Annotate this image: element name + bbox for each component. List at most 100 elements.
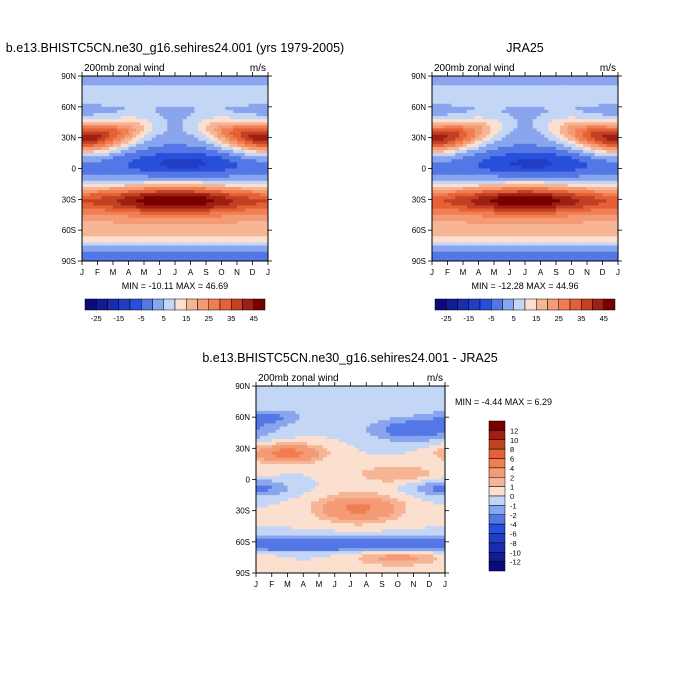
model-field-cell	[248, 103, 253, 108]
model-field-cell	[202, 88, 207, 92]
model-field-cell	[171, 199, 176, 203]
model-field-cell	[209, 205, 215, 209]
obs-field-cell	[544, 122, 549, 126]
model-field-cell	[260, 109, 265, 114]
model-field-cell	[85, 94, 91, 98]
obs-field-cell	[575, 137, 580, 142]
obs-field-cell	[594, 168, 600, 172]
model-field-cell	[124, 236, 129, 240]
obs-field-cell	[474, 165, 479, 169]
model-field-cell	[120, 122, 126, 126]
model-field-cell	[171, 100, 176, 105]
obs-field-cell	[447, 150, 452, 154]
model-field-cell	[225, 143, 230, 148]
model-field-cell	[178, 143, 184, 148]
model-field-cell	[252, 227, 257, 231]
model-field-cell	[198, 180, 203, 185]
obs-field-cell	[490, 100, 495, 105]
model-field-cell	[206, 211, 211, 216]
model-field-cell	[140, 106, 145, 111]
obs-field-cell	[474, 171, 479, 176]
obs-field-cell	[509, 131, 514, 135]
model-field-cell	[116, 248, 122, 253]
obs-field-cell	[443, 131, 448, 135]
obs-field-cell	[443, 103, 448, 108]
obs-field-cell	[602, 137, 607, 142]
model-field-cell	[264, 109, 269, 114]
model-field-cell	[105, 171, 110, 176]
model-field-cell	[264, 150, 269, 154]
model-field-cell	[206, 171, 211, 176]
model-field-cell	[113, 88, 118, 92]
model-field-cell	[198, 106, 203, 111]
model-field-cell	[109, 79, 114, 83]
obs-field-cell	[521, 116, 526, 120]
model-field-cell	[264, 165, 269, 169]
model-field-cell	[151, 76, 157, 80]
model-field-cell	[167, 150, 172, 154]
model-field-cell	[198, 205, 203, 209]
model-field-cell	[264, 79, 269, 83]
obs-field-cell	[486, 196, 491, 200]
obs-field-cell	[575, 116, 580, 120]
model-field-cell	[171, 153, 176, 157]
model-field-cell	[221, 156, 226, 160]
obs-field-cell	[478, 193, 483, 197]
model-field-cell	[217, 116, 222, 120]
model-field-cell	[89, 254, 95, 259]
model-field-cell	[151, 116, 157, 120]
obs-field-cell	[559, 82, 565, 86]
model-field-cell	[144, 153, 149, 157]
model-field-cell	[151, 245, 157, 250]
obs-field-cell	[598, 131, 603, 135]
model-field-cell	[186, 122, 191, 126]
model-field-cell	[89, 106, 95, 111]
obs-field-cell	[532, 159, 538, 163]
obs-field-cell	[571, 174, 576, 179]
model-field-cell	[105, 168, 110, 172]
obs-field-cell	[486, 202, 491, 206]
obs-field-cell	[470, 88, 476, 92]
obs-field-cell	[490, 180, 495, 185]
model-field-cell	[132, 245, 137, 250]
obs-field-cell	[501, 196, 507, 200]
model-field-cell	[136, 217, 141, 222]
model-field-cell	[237, 131, 242, 135]
model-field-cell	[260, 165, 265, 169]
model-field-cell	[209, 168, 215, 172]
model-field-cell	[171, 180, 176, 185]
model-field-cell	[105, 100, 110, 105]
model-field-cell	[225, 119, 230, 123]
obs-field-cell	[463, 193, 468, 197]
model-field-cell	[159, 257, 164, 262]
model-field-cell	[82, 242, 87, 246]
model-field-cell	[198, 128, 203, 132]
obs-field-cell	[525, 183, 530, 188]
model-colorbar-box	[163, 298, 176, 311]
model-field-cell	[182, 187, 188, 191]
model-field-cell	[240, 153, 246, 157]
model-field-cell	[105, 242, 110, 246]
model-field-cell	[101, 82, 106, 86]
model-field-cell	[186, 156, 191, 160]
obs-field-cell	[594, 137, 600, 142]
model-field-cell	[159, 233, 164, 237]
obs-field-cell	[509, 168, 514, 172]
model-field-cell	[240, 165, 246, 169]
model-field-cell	[178, 94, 184, 98]
obs-field-cell	[521, 199, 526, 203]
model-field-cell	[144, 254, 149, 259]
model-field-cell	[136, 236, 141, 240]
obs-field-cell	[540, 116, 545, 120]
model-field-cell	[147, 257, 153, 262]
model-field-cell	[155, 168, 160, 172]
model-field-cell	[190, 146, 195, 151]
obs-field-cell	[490, 190, 495, 194]
obs-field-cell	[567, 143, 572, 148]
model-field-cell	[229, 233, 234, 237]
model-field-cell	[264, 199, 269, 203]
obs-field-cell	[459, 137, 464, 142]
model-field-cell	[175, 208, 180, 213]
model-field-cell	[182, 180, 188, 185]
model-field-cell	[233, 254, 238, 259]
